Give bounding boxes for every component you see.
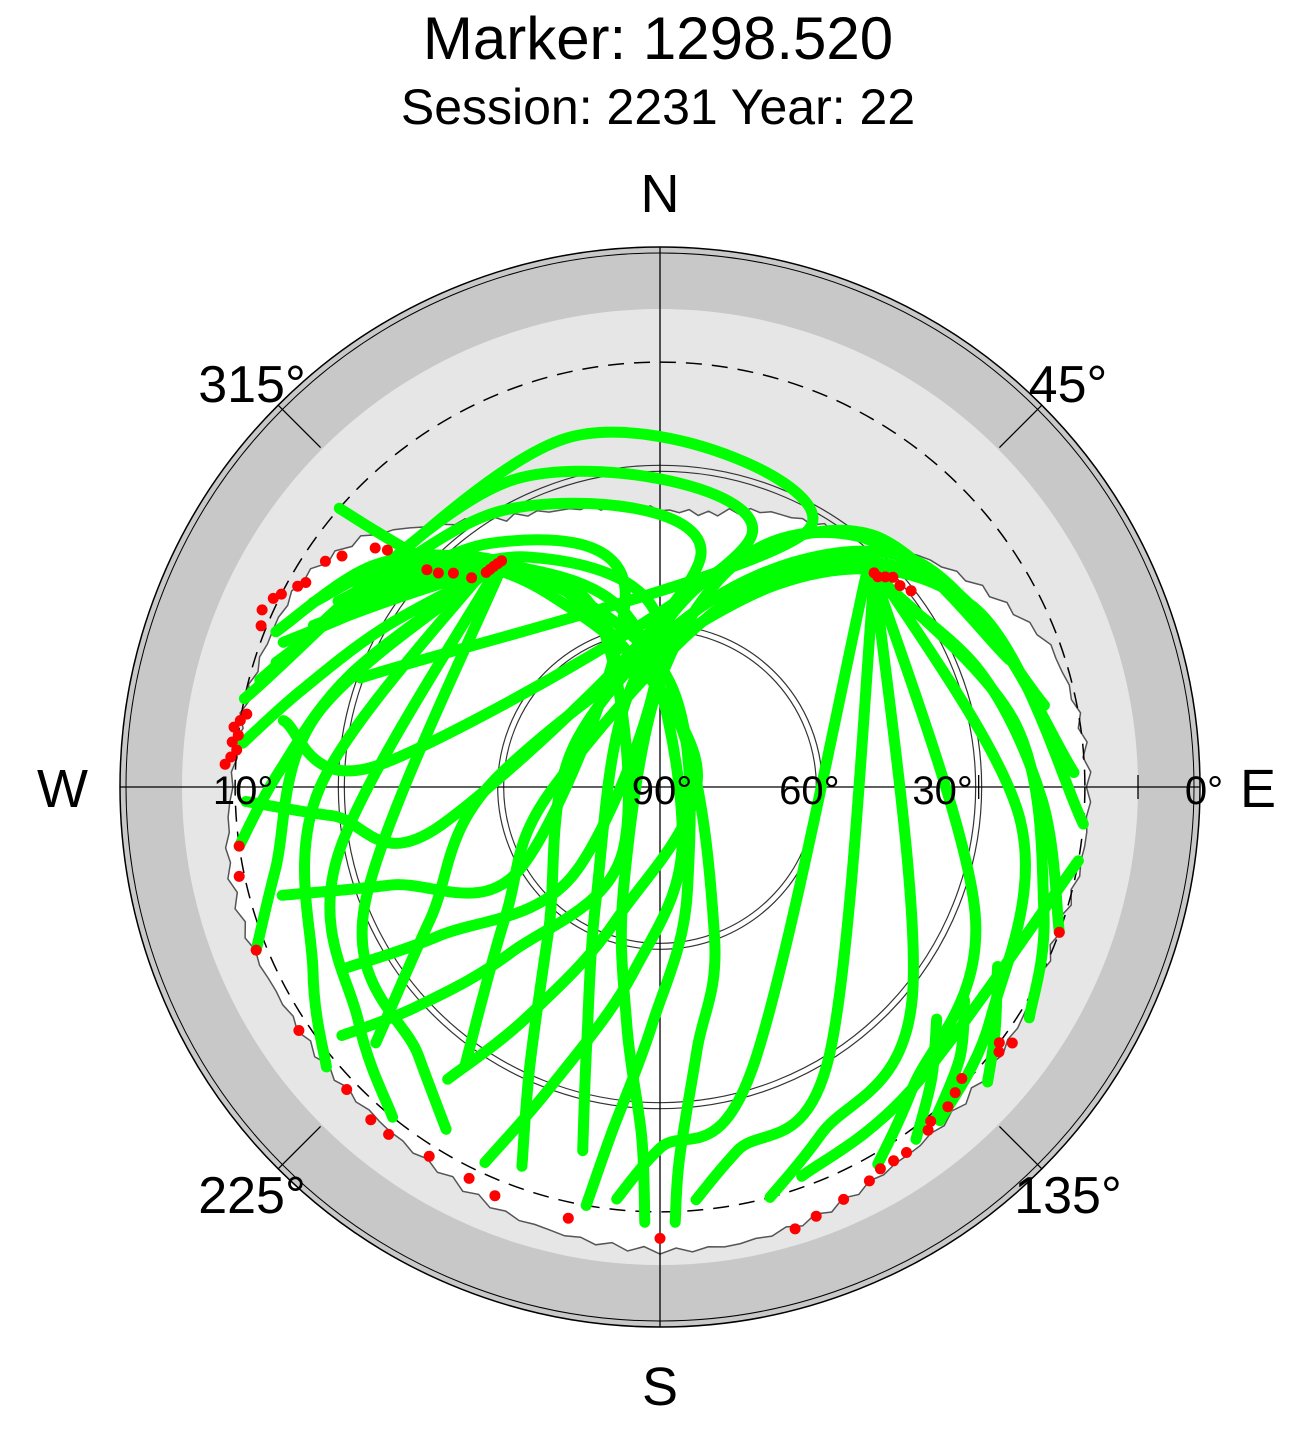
elevation-label-0: 0° [1185,769,1223,813]
label-west: W [37,759,88,819]
track-32 [370,563,1089,1049]
low-elevation-points [219,542,1065,1244]
track-2 [237,566,492,749]
low-point-38 [562,1212,574,1224]
elevation-label-90: 90° [632,769,693,813]
low-point-16 [275,588,287,600]
track-22 [868,567,1050,1024]
low-point-12 [336,550,348,562]
track-36 [982,961,1004,1088]
low-point-10 [381,544,393,556]
low-point-30 [250,944,262,956]
low-point-17 [267,592,279,604]
low-point-9 [421,564,433,576]
low-point-39 [654,1232,666,1244]
low-point-31 [293,1025,305,1036]
label-south: S [642,1357,678,1417]
track-26 [690,574,880,1206]
low-point-11 [369,542,381,554]
azimuth-label-135: 135° [1014,1167,1122,1225]
low-point-52 [993,1046,1005,1058]
track-27 [611,567,873,1205]
track-25 [764,567,919,1203]
track-4 [250,558,504,956]
low-point-8 [432,567,444,579]
track-33 [796,855,1084,1182]
low-point-28 [233,840,245,852]
low-point-54 [1006,1037,1018,1049]
chart-subtitle: Session: 2231 Year: 22 [400,79,916,135]
low-point-19 [255,620,267,632]
low-point-24 [226,736,238,748]
label-east: E [1240,759,1276,819]
low-point-29 [233,870,245,882]
elevation-label-60: 60° [779,769,840,813]
track-23 [868,559,1031,1127]
low-point-43 [863,1175,875,1187]
track-7 [356,552,512,1135]
low-point-33 [365,1114,377,1126]
azimuth-tick-135 [998,1125,1043,1170]
label-north: N [641,164,680,224]
low-point-35 [423,1150,435,1162]
elevation-label-10: 10° [213,769,274,813]
low-point-59 [894,580,906,592]
low-point-50 [949,1087,961,1099]
low-point-37 [489,1190,501,1202]
low-point-51 [956,1073,968,1084]
low-point-15 [292,580,304,592]
low-point-58 [887,571,899,583]
low-point-45 [888,1155,900,1167]
low-point-6 [466,572,478,584]
azimuth-tick-225 [277,1125,322,1170]
azimuth-label-225: 225° [198,1167,306,1225]
low-point-40 [789,1223,801,1235]
low-point-41 [810,1210,822,1222]
low-point-42 [838,1193,850,1205]
track-20 [238,426,819,705]
low-point-34 [383,1128,395,1140]
track-30 [516,545,1050,1172]
low-point-13 [319,555,331,567]
track-34 [931,994,970,1123]
grid [120,247,1200,1327]
axis-labels: N E S W 45° 135° 225° 315° 90° 60° 30° 0° 10° [37,164,1276,1417]
low-point-60 [905,585,917,597]
track-24 [864,556,982,1170]
low-point-27 [219,758,231,770]
low-point-32 [341,1084,353,1095]
low-point-48 [925,1115,937,1127]
azimuth-tick-45 [998,404,1043,449]
low-point-7 [447,567,459,579]
azimuth-label-45: 45° [1029,356,1108,414]
low-point-49 [942,1101,954,1113]
low-point-46 [901,1147,912,1158]
low-point-36 [463,1172,475,1184]
low-point-18 [256,604,268,616]
low-point-61 [1053,926,1065,938]
azimuth-tick-315 [277,404,322,449]
low-point-22 [228,721,240,733]
track-5 [299,556,497,1073]
low-point-47 [922,1124,934,1136]
azimuth-label-315: 315° [198,356,306,414]
low-point-44 [874,1163,886,1175]
elevation-label-30: 30° [912,769,973,813]
track-35 [910,1013,943,1145]
chart-title: Marker: 1298.520 [422,5,894,72]
low-point-5 [496,555,508,567]
low-point-53 [993,1037,1005,1049]
